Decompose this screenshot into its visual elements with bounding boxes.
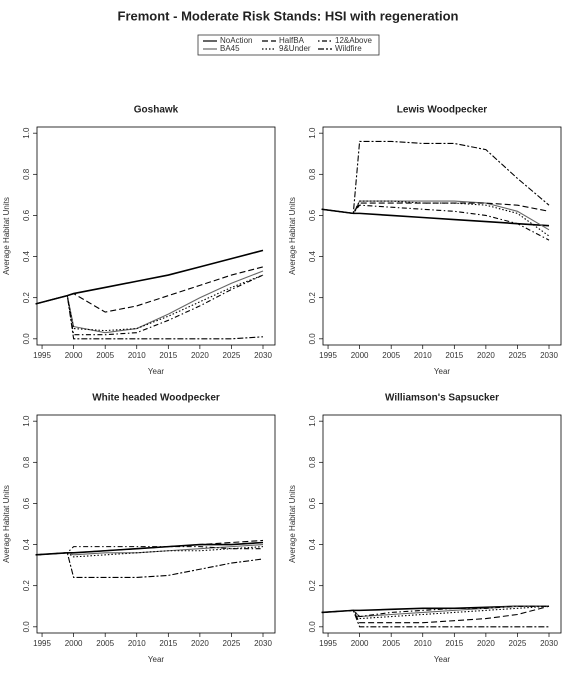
- series-line: [35, 539, 264, 556]
- y-tick-label: 0.4: [22, 250, 31, 262]
- x-tick-label: 2010: [414, 639, 432, 648]
- x-tick-label: 2025: [509, 351, 527, 360]
- y-axis-label: Average Habitat Units: [2, 197, 11, 275]
- x-tick-label: 1995: [319, 351, 337, 360]
- series-line: [321, 200, 550, 237]
- x-tick-label: 1995: [319, 639, 337, 648]
- legend-label: BA45: [220, 44, 240, 53]
- y-tick-label: 0.6: [308, 209, 317, 221]
- x-axis-label: Year: [148, 655, 165, 664]
- panel-title: Lewis Woodpecker: [397, 105, 488, 116]
- legend-label: 12&Above: [335, 36, 372, 45]
- x-tick-label: 2020: [477, 639, 495, 648]
- legend-label: Wildfire: [335, 44, 362, 53]
- y-tick-label: 1.0: [22, 415, 31, 427]
- x-tick-label: 2015: [445, 351, 463, 360]
- legend-label: NoAction: [220, 36, 252, 45]
- x-tick-label: 2010: [128, 639, 146, 648]
- x-tick-label: 2005: [96, 639, 114, 648]
- x-tick-label: 2030: [254, 351, 272, 360]
- y-tick-label: 0.8: [22, 456, 31, 468]
- y-tick-label: 0.6: [308, 497, 317, 509]
- x-tick-label: 2005: [96, 351, 114, 360]
- series-line: [35, 552, 264, 579]
- x-tick-label: 2005: [382, 351, 400, 360]
- x-tick-label: 2025: [223, 639, 241, 648]
- x-tick-label: 2020: [477, 351, 495, 360]
- x-tick-label: 2020: [191, 639, 209, 648]
- y-axis-label: Average Habitat Units: [288, 485, 297, 563]
- series-line: [321, 609, 550, 628]
- y-tick-label: 0.4: [22, 538, 31, 550]
- y-tick-label: 0.0: [22, 333, 31, 345]
- plot-frame: [36, 126, 276, 346]
- x-tick-label: 2010: [128, 351, 146, 360]
- x-tick-label: 2015: [159, 639, 177, 648]
- series-line: [321, 605, 550, 618]
- x-tick-label: 2015: [445, 639, 463, 648]
- x-axis-label: Year: [434, 367, 451, 376]
- panel-title: Goshawk: [134, 105, 179, 116]
- x-tick-label: 2000: [65, 639, 83, 648]
- x-tick-label: 2025: [223, 351, 241, 360]
- y-tick-label: 0.2: [308, 292, 317, 304]
- x-tick-label: 2010: [414, 351, 432, 360]
- x-tick-label: 2020: [191, 351, 209, 360]
- x-tick-label: 1995: [33, 351, 51, 360]
- y-tick-label: 1.0: [22, 127, 31, 139]
- y-axis-label: Average Habitat Units: [288, 197, 297, 275]
- series-line: [321, 204, 550, 241]
- y-axis-label: Average Habitat Units: [2, 485, 11, 563]
- legend-label: 9&Under: [279, 44, 311, 53]
- series-line: [35, 266, 264, 313]
- panel-title: Williamson's Sapsucker: [385, 393, 499, 404]
- y-tick-label: 0.8: [308, 456, 317, 468]
- series-line: [35, 546, 264, 556]
- plot-frame: [36, 414, 276, 634]
- plot-frame: [322, 414, 562, 634]
- y-tick-label: 0.4: [308, 538, 317, 550]
- plot-frame: [322, 126, 562, 346]
- y-tick-label: 0.6: [22, 209, 31, 221]
- x-tick-label: 2000: [351, 639, 369, 648]
- y-tick-label: 0.6: [22, 497, 31, 509]
- series-line: [35, 274, 264, 336]
- series-line: [35, 249, 264, 305]
- y-tick-label: 0.0: [22, 621, 31, 633]
- x-tick-label: 2030: [540, 639, 558, 648]
- legend-label: HalfBA: [279, 36, 305, 45]
- x-tick-label: 2000: [351, 351, 369, 360]
- y-tick-label: 0.8: [22, 168, 31, 180]
- x-tick-label: 2030: [254, 639, 272, 648]
- y-tick-label: 0.8: [308, 168, 317, 180]
- y-tick-label: 0.2: [308, 580, 317, 592]
- x-tick-label: 2000: [65, 351, 83, 360]
- y-tick-label: 0.0: [308, 333, 317, 345]
- x-tick-label: 2015: [159, 351, 177, 360]
- x-tick-label: 2025: [509, 639, 527, 648]
- panel-title: White headed Woodpecker: [92, 393, 220, 404]
- y-tick-label: 1.0: [308, 127, 317, 139]
- y-tick-label: 0.0: [308, 621, 317, 633]
- x-tick-label: 2005: [382, 639, 400, 648]
- series-line: [35, 274, 264, 332]
- y-tick-label: 0.2: [22, 580, 31, 592]
- series-line: [35, 546, 264, 558]
- x-axis-label: Year: [434, 655, 451, 664]
- x-tick-label: 1995: [33, 639, 51, 648]
- series-line: [321, 202, 550, 214]
- y-tick-label: 0.4: [308, 250, 317, 262]
- series-line: [321, 208, 550, 227]
- x-axis-label: Year: [148, 367, 165, 376]
- y-tick-label: 0.2: [22, 292, 31, 304]
- x-tick-label: 2030: [540, 351, 558, 360]
- legend-box: [197, 34, 380, 56]
- figure-title: Fremont - Moderate Risk Stands: HSI with…: [118, 8, 459, 23]
- y-tick-label: 1.0: [308, 415, 317, 427]
